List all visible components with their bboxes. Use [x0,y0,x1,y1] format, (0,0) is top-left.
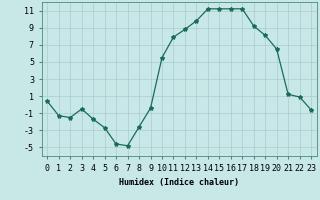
X-axis label: Humidex (Indice chaleur): Humidex (Indice chaleur) [119,178,239,187]
